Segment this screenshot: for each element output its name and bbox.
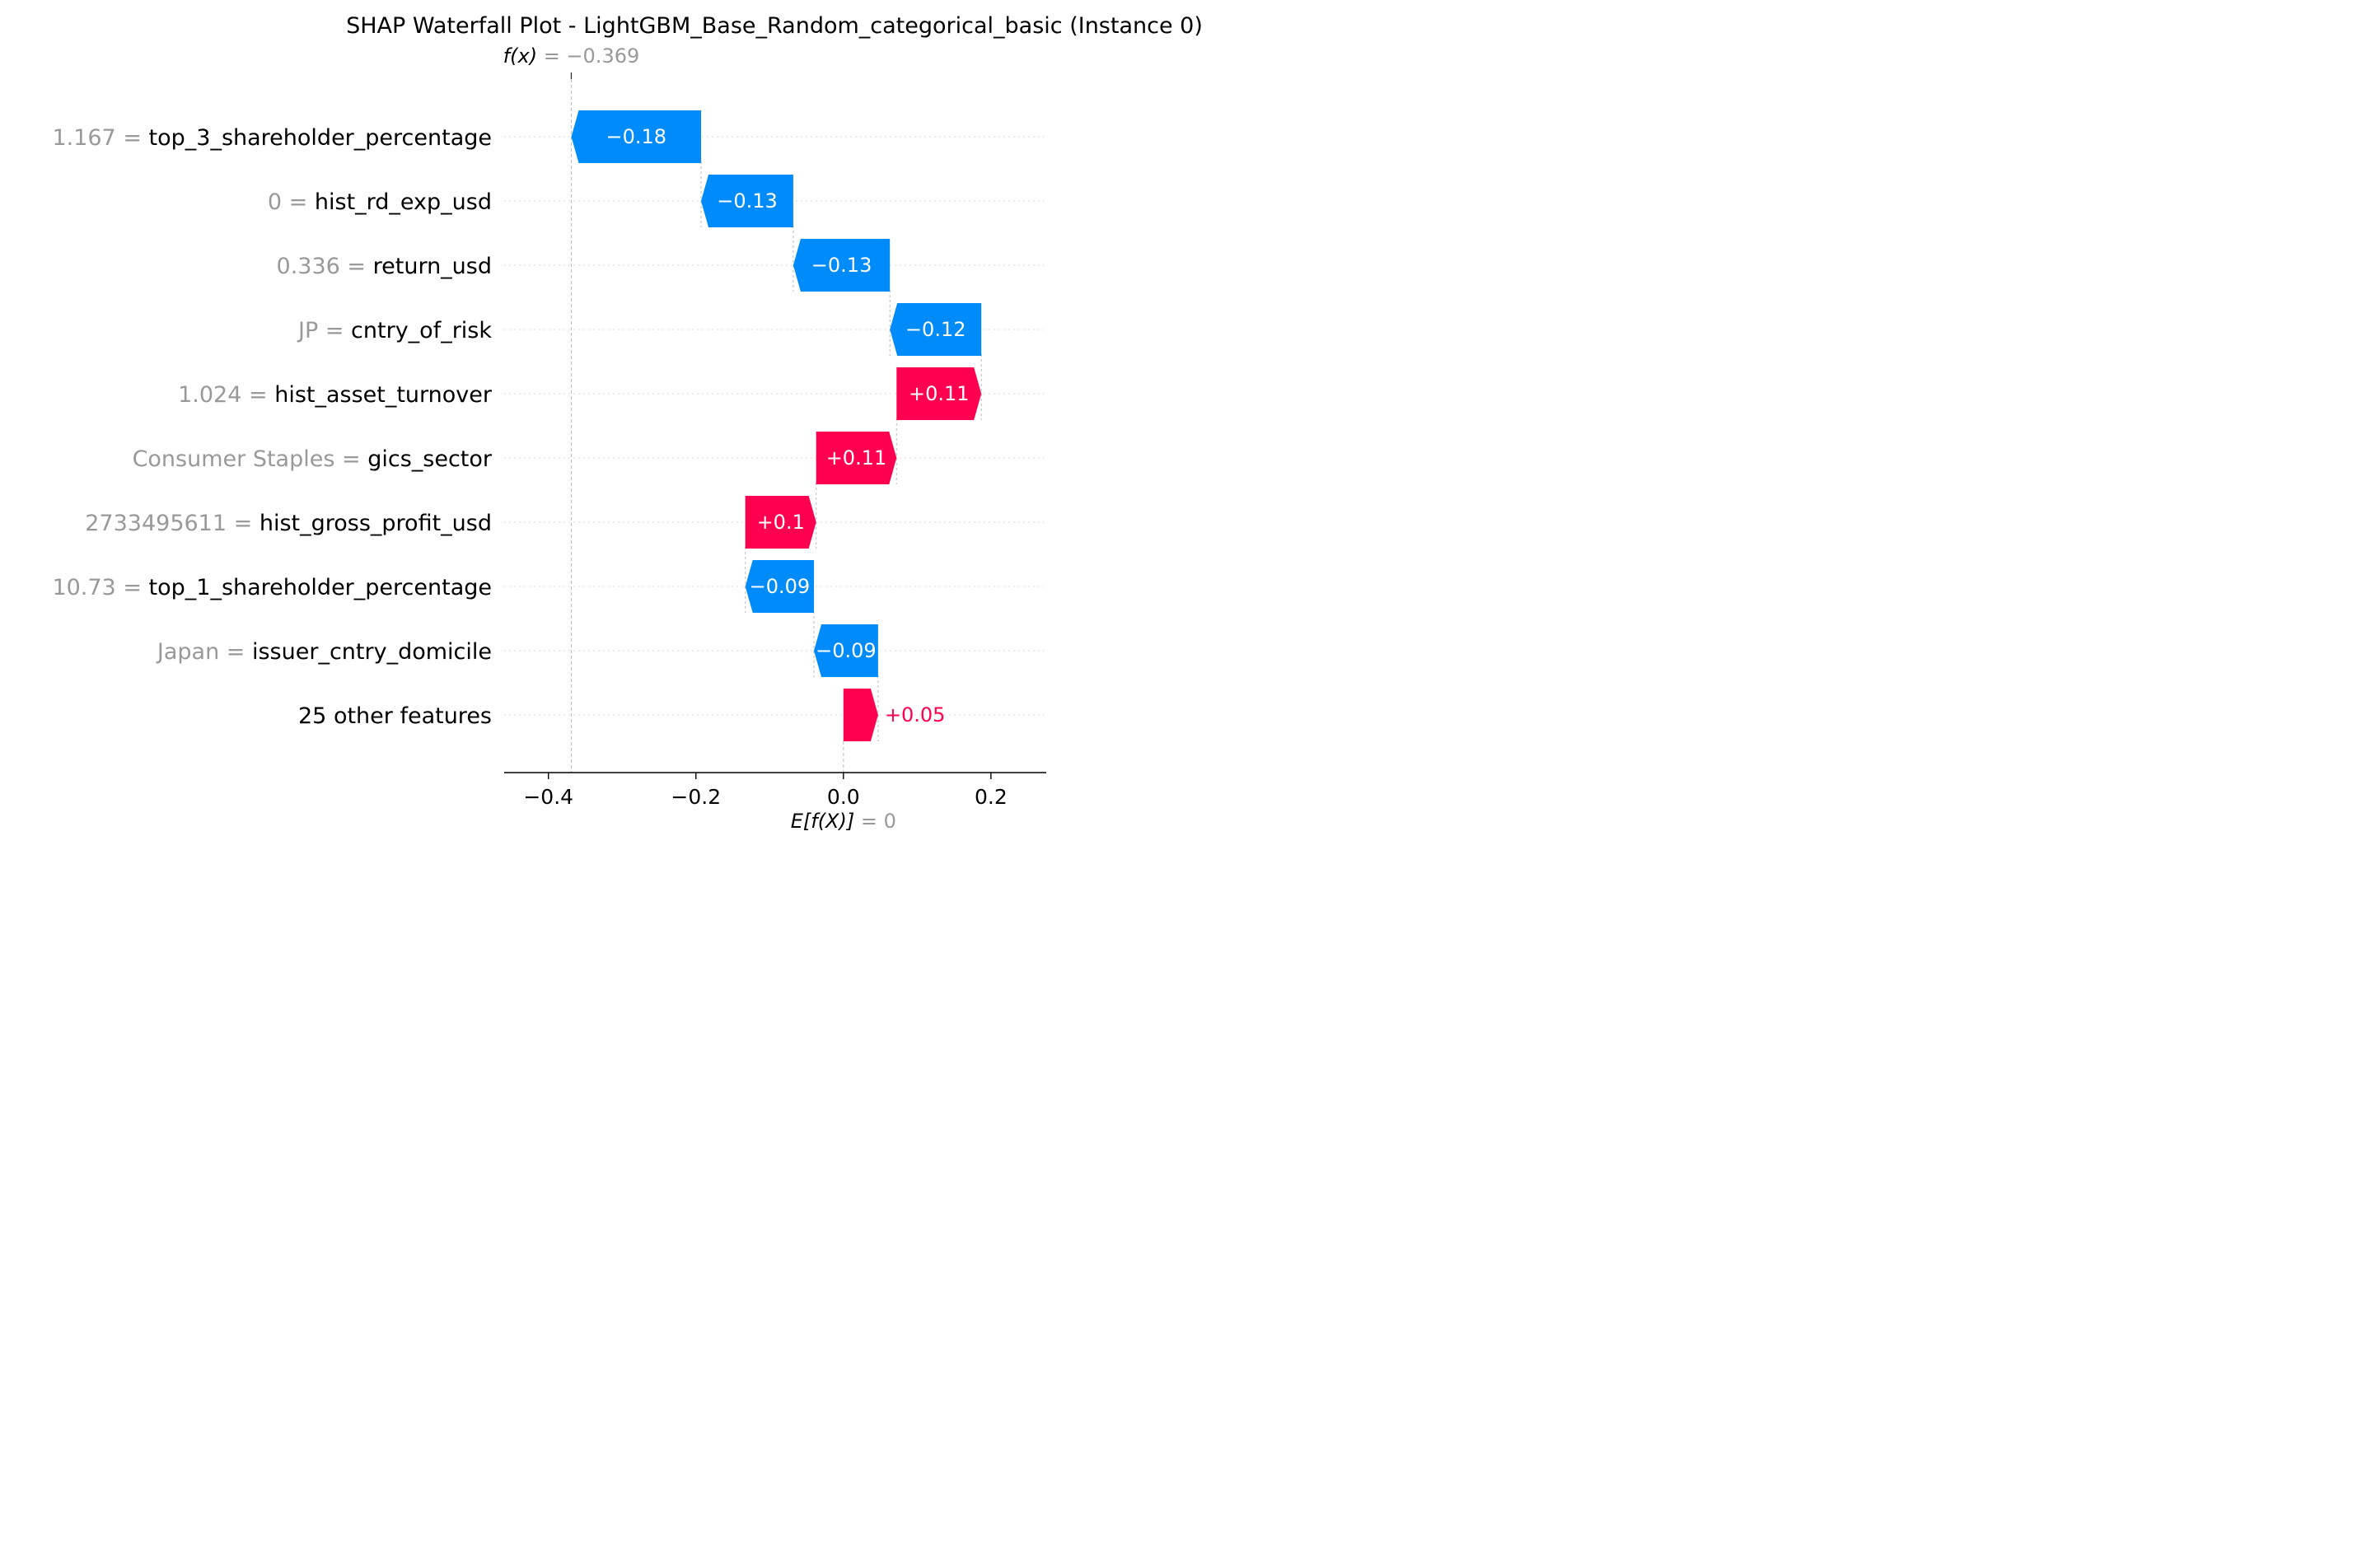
- feature-equals: =: [227, 511, 260, 536]
- feature-name: top_1_shareholder_percentage: [149, 575, 492, 600]
- bar-value-label: +0.1: [757, 511, 805, 534]
- bar-value-label: +0.05: [885, 703, 946, 726]
- fx-label-value: = −0.369: [537, 44, 639, 68]
- feature-value: 10.73: [52, 575, 115, 600]
- waterfall-bar: [701, 175, 793, 227]
- waterfall-bar: [814, 624, 878, 677]
- feature-label: 25 other features: [298, 703, 492, 729]
- feature-label: 1.167 = top_3_shareholder_percentage: [52, 125, 492, 151]
- feature-label: 1.024 = hist_asset_turnover: [178, 382, 493, 408]
- feature-equals: =: [241, 382, 274, 408]
- feature-value: 0.336: [277, 254, 340, 279]
- feature-value: JP: [297, 318, 318, 343]
- feature-name: hist_gross_profit_usd: [260, 511, 492, 536]
- x-tick-label: −0.2: [671, 785, 721, 809]
- feature-label: 10.73 = top_1_shareholder_percentage: [52, 575, 492, 600]
- bar-value-label: +0.11: [826, 446, 887, 469]
- bar-value-label: −0.09: [750, 575, 811, 598]
- feature-label: 0 = hist_rd_exp_usd: [268, 189, 492, 215]
- waterfall-bar: [745, 560, 814, 613]
- base-label-main: E[f(X)]: [791, 810, 855, 833]
- bar-value-label: −0.13: [811, 254, 872, 277]
- x-tick-label: 0.2: [975, 785, 1008, 809]
- x-tick-label: −0.4: [523, 785, 573, 809]
- waterfall-bar: [816, 432, 897, 484]
- feature-name: cntry_of_risk: [351, 318, 492, 343]
- fx-label: f(x) = −0.369: [503, 44, 640, 68]
- base-label-value: = 0: [854, 810, 896, 833]
- waterfall-bar: [571, 110, 701, 163]
- waterfall-bar: [890, 303, 982, 356]
- x-tick-label: 0.0: [827, 785, 860, 809]
- waterfall-bar: [896, 367, 982, 420]
- waterfall-bar: [745, 496, 816, 549]
- feature-value: Consumer Staples: [133, 446, 335, 472]
- feature-equals: =: [282, 189, 315, 215]
- waterfall-bar: [843, 689, 878, 741]
- feature-equals: =: [334, 446, 367, 472]
- feature-value: 1.167: [52, 125, 115, 151]
- feature-equals: =: [340, 254, 373, 279]
- feature-label: Consumer Staples = gics_sector: [133, 446, 493, 472]
- feature-equals: =: [116, 125, 149, 151]
- bar-value-label: −0.09: [816, 639, 877, 662]
- feature-name: hist_asset_turnover: [274, 382, 493, 408]
- fx-label-main: f(x): [503, 44, 537, 68]
- feature-label: 2733495611 = hist_gross_profit_usd: [85, 511, 492, 536]
- feature-value: Japan: [156, 639, 219, 665]
- feature-equals: =: [219, 639, 252, 665]
- feature-name: 25 other features: [298, 703, 492, 729]
- chart-title: SHAP Waterfall Plot - LightGBM_Base_Rand…: [346, 13, 1203, 39]
- feature-name: issuer_cntry_domicile: [252, 639, 492, 665]
- feature-equals: =: [116, 575, 149, 600]
- chart-svg: SHAP Waterfall Plot - LightGBM_Base_Rand…: [52, 13, 1203, 833]
- feature-equals: =: [318, 318, 351, 343]
- feature-name: gics_sector: [367, 446, 493, 472]
- feature-value: 2733495611: [85, 511, 227, 536]
- feature-label: Japan = issuer_cntry_domicile: [156, 639, 492, 665]
- bar-value-label: −0.18: [606, 125, 666, 148]
- shap-waterfall-chart: SHAP Waterfall Plot - LightGBM_Base_Rand…: [0, 0, 1286, 843]
- feature-name: top_3_shareholder_percentage: [149, 125, 492, 151]
- feature-value: 0: [268, 189, 282, 215]
- bar-value-label: +0.11: [909, 382, 970, 405]
- base-value-label: E[f(X)] = 0: [791, 810, 896, 833]
- feature-value: 1.024: [178, 382, 241, 408]
- feature-label: 0.336 = return_usd: [277, 254, 492, 279]
- feature-name: return_usd: [373, 254, 492, 279]
- feature-name: hist_rd_exp_usd: [315, 189, 492, 215]
- waterfall-bar: [793, 239, 891, 292]
- bar-value-label: −0.12: [905, 318, 966, 341]
- feature-label: JP = cntry_of_risk: [297, 318, 492, 343]
- bar-value-label: −0.13: [717, 189, 778, 213]
